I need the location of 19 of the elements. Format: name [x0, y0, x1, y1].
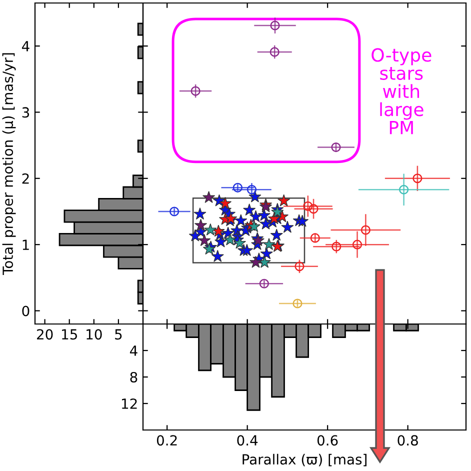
- y-tick-label: 1: [22, 240, 29, 250]
- x-tick-label: 0.2: [156, 435, 177, 446]
- y-tick-label: 12: [122, 398, 137, 409]
- y-tick-label: 8: [130, 372, 138, 382]
- x-tick-label: 10: [86, 329, 102, 340]
- x-tick-label: 0.8: [398, 435, 418, 446]
- y-tick-label: 4: [130, 346, 138, 356]
- y-tick-label: 0: [22, 306, 30, 316]
- y-tick-label: 2: [22, 173, 29, 184]
- x-tick-label: 20: [37, 329, 53, 340]
- x-tick-label: 15: [62, 329, 77, 340]
- x-tick-label: 0.4: [237, 435, 258, 446]
- x-tick-label: 5: [115, 329, 122, 340]
- x-tick-label: 0.6: [317, 435, 338, 446]
- annotation: O-type stars with large PM: [372, 48, 432, 134]
- y-tick-label: 3: [22, 107, 30, 118]
- y-axis-title: Total proper motion (μ) [mas/yr]: [2, 53, 16, 275]
- x-axis-title: Parallax (ϖ) [mas]: [242, 454, 366, 466]
- y-tick-label: 4: [22, 41, 30, 52]
